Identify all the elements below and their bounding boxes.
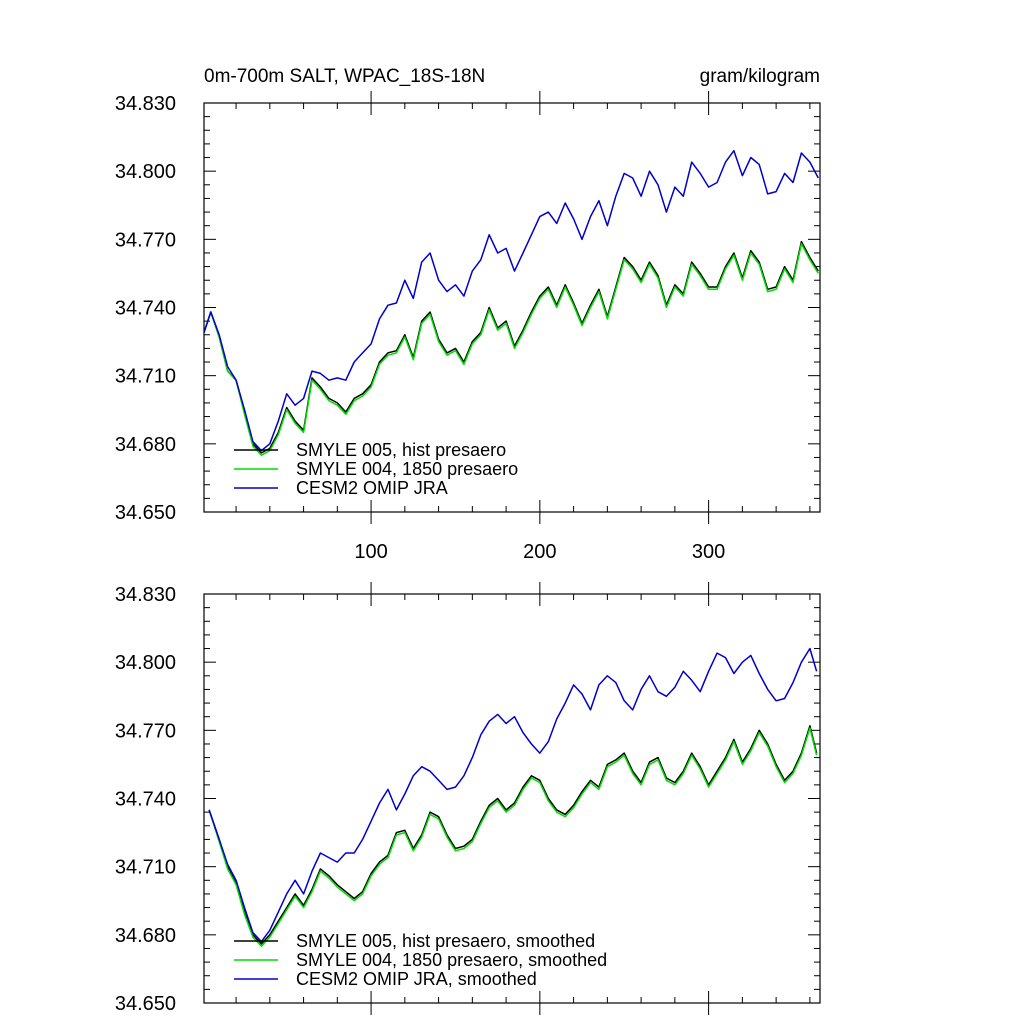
y-tick-label: 34.740 — [115, 298, 176, 320]
series-line-1 — [203, 243, 819, 456]
y-tick-label: 34.650 — [115, 502, 176, 524]
legend-label: CESM2 OMIP JRA — [296, 478, 448, 498]
x-tick-label: 200 — [523, 541, 556, 563]
y-tick-label: 34.830 — [115, 584, 176, 606]
legend-label: SMYLE 005, hist presaero — [296, 440, 506, 460]
legend-label: SMYLE 004, 1850 presaero — [296, 459, 518, 479]
chart-title: 0m-700m SALT, WPAC_18S-18N — [204, 66, 485, 87]
series-line-0 — [203, 240, 819, 454]
units-label: gram/kilogram — [700, 66, 820, 87]
y-tick-label: 34.770 — [115, 229, 176, 251]
bottom-panel: 34.650 34.680 34.710 34.740 34.770 34.800 34.8… — [115, 582, 821, 1015]
y-tick-label: 34.800 — [115, 652, 176, 674]
series-line-0 — [208, 725, 818, 945]
series-line-2 — [203, 149, 819, 452]
y-tick-label: 34.770 — [115, 720, 176, 742]
y-tick-label: 34.710 — [115, 857, 176, 879]
series-line-1 — [208, 727, 818, 947]
x-tick-label: 300 — [692, 541, 725, 563]
legend-label: CESM2 OMIP JRA, smoothed — [296, 969, 537, 989]
y-tick-label: 34.680 — [115, 434, 176, 456]
y-tick-label: 34.830 — [115, 93, 176, 115]
y-tick-label: 34.800 — [115, 161, 176, 183]
top-panel: 34.650 34.680 34.710 34.740 34.770 34.800 34.8… — [115, 91, 821, 563]
legend-label: SMYLE 005, hist presaero, smoothed — [296, 931, 595, 951]
y-tick-label: 34.680 — [115, 925, 176, 947]
series-line-2 — [208, 647, 818, 943]
x-tick-label: 100 — [354, 541, 387, 563]
legend-label: SMYLE 004, 1850 presaero, smoothed — [296, 950, 607, 970]
y-tick-label: 34.650 — [115, 993, 176, 1015]
y-tick-label: 34.710 — [115, 366, 176, 388]
y-tick-label: 34.740 — [115, 789, 176, 811]
